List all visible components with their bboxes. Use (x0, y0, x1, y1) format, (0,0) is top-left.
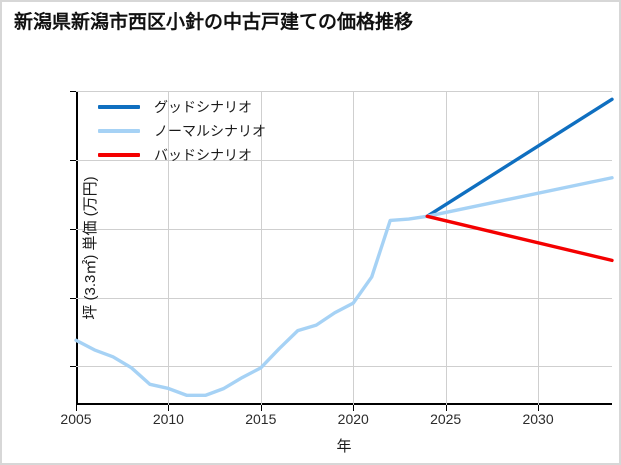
x-tick-mark (168, 405, 170, 411)
x-tick-label: 2015 (245, 411, 277, 427)
y-tick-mark (70, 297, 76, 299)
x-axis-label: 年 (336, 438, 352, 455)
legend-item[interactable]: ノーマルシナリオ (98, 119, 266, 143)
x-tick-label: 2030 (522, 411, 554, 427)
y-tick-mark (70, 366, 76, 368)
gridline-horizontal (76, 366, 612, 368)
y-tick-mark (70, 91, 76, 92)
legend-color-swatch (98, 105, 140, 109)
legend: グッドシナリオ ノーマルシナリオ バッドシナリオ (98, 95, 266, 167)
x-tick-label: 2020 (337, 411, 369, 427)
legend-label: ノーマルシナリオ (154, 123, 266, 139)
gridline-vertical (353, 91, 355, 405)
gridline-vertical (445, 91, 447, 405)
legend-label: バッドシナリオ (154, 147, 252, 163)
y-tick-mark (70, 159, 76, 161)
x-tick-label: 2025 (430, 411, 462, 427)
x-tick-mark (538, 405, 540, 411)
x-tick-mark (76, 405, 77, 411)
gridline-vertical (538, 91, 540, 405)
page-title: 新潟県新潟市西区小針の中古戸建ての価格推移 (14, 12, 414, 33)
gridline-horizontal (76, 159, 612, 161)
x-tick-mark (353, 405, 355, 411)
x-tick-mark (260, 405, 262, 411)
gridline-horizontal (76, 228, 612, 230)
gridline-horizontal (76, 91, 612, 92)
x-tick-label: 2010 (152, 411, 184, 427)
legend-label: グッドシナリオ (154, 99, 252, 115)
legend-color-swatch (98, 129, 140, 133)
legend-item[interactable]: バッドシナリオ (98, 143, 266, 167)
x-tick-mark (445, 405, 447, 411)
legend-color-swatch (98, 153, 140, 157)
legend-item[interactable]: グッドシナリオ (98, 95, 266, 119)
x-tick-label: 2005 (60, 411, 92, 427)
gridline-horizontal (76, 297, 612, 299)
y-tick-mark (70, 228, 76, 230)
y-axis-label: 坪 (3.3㎡) 単価 (万円) (82, 176, 100, 320)
